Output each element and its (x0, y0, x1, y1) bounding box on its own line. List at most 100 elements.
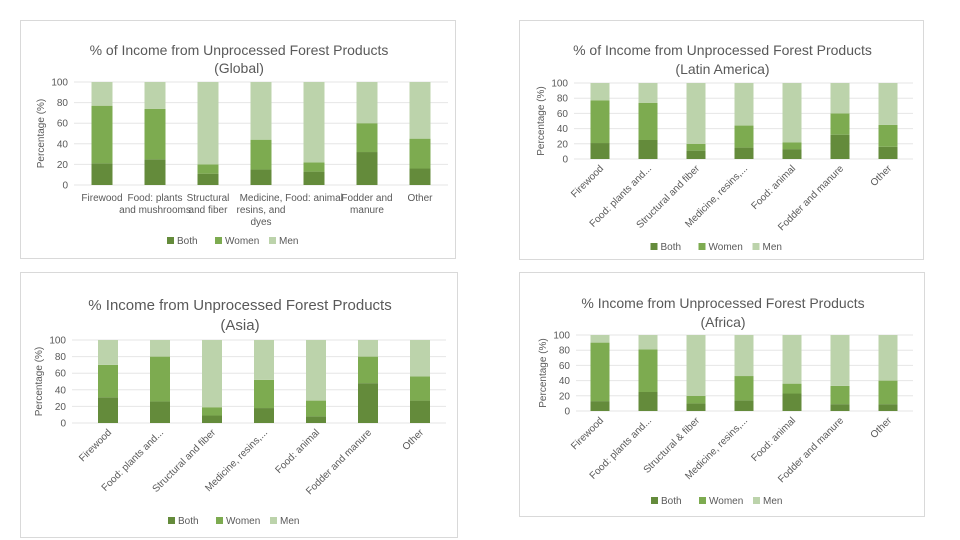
x-tick-label: Food: animal (749, 415, 798, 464)
bar-women (197, 164, 219, 174)
chart-svg: % of Income from Unprocessed Forest Prod… (36, 42, 448, 247)
legend-label-women: Women (225, 236, 259, 247)
y-tick-label: 60 (557, 109, 569, 120)
legend-swatch-women (698, 243, 706, 250)
y-tick-label: 40 (55, 385, 67, 396)
bar-men (303, 82, 325, 163)
bar-men (686, 83, 706, 144)
legend-label-men: Men (280, 516, 299, 527)
bar-men (782, 83, 802, 143)
x-tick-label: Other (869, 415, 895, 441)
legend-label-men: Men (763, 496, 782, 507)
x-tick-label: Other (401, 427, 427, 453)
legend-label-men: Men (763, 242, 782, 253)
bar-women (590, 100, 610, 144)
bar-both (197, 173, 219, 185)
bar-both (254, 408, 274, 423)
y-tick-label: 60 (559, 361, 571, 372)
legend-label-women: Women (709, 242, 743, 253)
bar-men (590, 83, 610, 101)
legend-swatch-both (650, 243, 658, 250)
bar-both (98, 397, 118, 423)
chart-global: % of Income from Unprocessed Forest Prod… (20, 20, 456, 259)
bar-both (686, 403, 706, 411)
bar-both (306, 416, 326, 423)
bar-both (878, 404, 898, 411)
bar-both (830, 134, 850, 159)
x-tick-label: Firewood (77, 427, 114, 464)
bar-both (303, 171, 325, 185)
bar-men (150, 340, 170, 357)
bar-women (830, 113, 850, 135)
bar-women (686, 395, 706, 404)
bar-women (250, 139, 272, 170)
y-tick-label: 0 (60, 419, 66, 430)
y-axis-label: Percentage (%) (536, 86, 547, 155)
x-tick-label: Firewood (81, 193, 122, 204)
y-tick-label: 0 (564, 407, 570, 418)
chart-asia: % Income from Unprocessed Forest Product… (20, 272, 458, 538)
legend-label-men: Men (279, 236, 298, 247)
bar-women (98, 364, 118, 398)
bar-both (734, 147, 754, 159)
x-tick-label: Food: plants and mushrooms (119, 193, 191, 216)
chart-title: % Income from Unprocessed Forest Product… (88, 297, 391, 314)
bar-women (734, 125, 754, 148)
bar-men (638, 83, 658, 103)
bar-men (590, 335, 610, 343)
bar-both (638, 392, 658, 411)
chart-title: % Income from Unprocessed Forest Product… (581, 295, 864, 311)
y-tick-label: 0 (562, 155, 568, 166)
chart-svg: % of Income from Unprocessed Forest Prod… (536, 42, 913, 253)
bar-both (638, 140, 658, 159)
bar-both (356, 152, 378, 185)
bar-both (202, 415, 222, 423)
y-tick-label: 80 (57, 98, 69, 109)
bar-men (734, 83, 754, 126)
x-tick-label: Food: animal (749, 163, 798, 212)
legend-swatch-men (269, 237, 276, 244)
chart-subtitle: (Asia) (220, 317, 259, 334)
y-tick-label: 20 (55, 402, 67, 413)
bar-women (150, 356, 170, 402)
bar-women (358, 356, 378, 384)
legend-swatch-women (215, 237, 222, 244)
x-tick-label: Other (407, 193, 433, 204)
bar-men (409, 82, 431, 139)
bar-men (356, 82, 378, 124)
y-tick-label: 0 (62, 181, 68, 192)
x-tick-label: Other (869, 163, 895, 189)
y-tick-label: 40 (557, 124, 569, 135)
bar-men (250, 82, 272, 140)
y-axis-label: Percentage (%) (36, 99, 47, 168)
bar-both (590, 401, 610, 411)
bar-both (686, 150, 706, 159)
chart-subtitle: (Latin America) (675, 61, 769, 77)
legend-label-both: Both (177, 236, 198, 247)
bar-women (638, 102, 658, 140)
chart-africa: % Income from Unprocessed Forest Product… (519, 272, 925, 517)
bar-women (590, 342, 610, 402)
y-tick-label: 60 (57, 119, 69, 130)
x-tick-label: Firewood (569, 163, 606, 200)
bar-men (254, 340, 274, 380)
bar-both (144, 159, 166, 185)
bar-women (202, 407, 222, 416)
chart-subtitle: (Global) (214, 60, 264, 76)
bar-both (878, 146, 898, 159)
bar-both (91, 163, 113, 185)
bar-both (250, 169, 272, 185)
bar-women (254, 379, 274, 409)
bar-women (878, 380, 898, 405)
y-tick-label: 100 (551, 79, 568, 90)
y-tick-label: 20 (557, 139, 569, 150)
chart-title: % of Income from Unprocessed Forest Prod… (573, 42, 872, 58)
legend-label-both: Both (661, 496, 682, 507)
bar-both (590, 143, 610, 159)
bar-men (98, 340, 118, 365)
bar-both (409, 168, 431, 185)
y-tick-label: 80 (55, 352, 67, 363)
bar-women (91, 105, 113, 164)
bar-both (410, 400, 430, 423)
y-tick-label: 80 (557, 94, 569, 105)
